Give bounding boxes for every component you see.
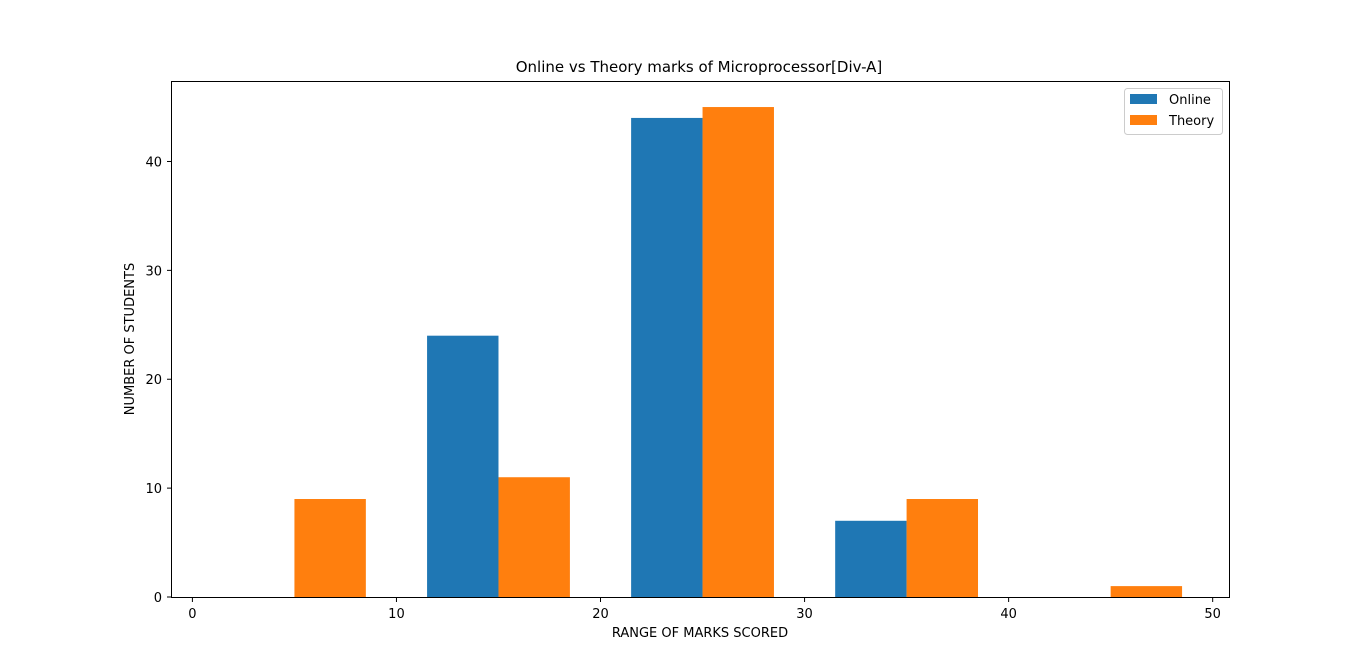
x-tick-label: 30 xyxy=(796,607,813,622)
y-tick-label: 40 xyxy=(145,155,162,170)
bar-theory-0 xyxy=(294,499,366,597)
y-axis-title: NUMBER OF STUDENTS xyxy=(123,263,138,415)
chart-title: Online vs Theory marks of Microprocessor… xyxy=(516,58,883,76)
bar-online-4 xyxy=(835,520,907,597)
x-tick-label: 10 xyxy=(388,607,405,622)
y-tick-label: 10 xyxy=(145,482,162,497)
legend-swatch-online xyxy=(1130,94,1157,104)
bar-theory-4 xyxy=(1110,586,1183,597)
legend: Online Theory xyxy=(1124,88,1223,135)
plot-frame xyxy=(171,81,1230,598)
bars-group xyxy=(294,107,1183,597)
y-tick-label: 20 xyxy=(145,373,162,388)
x-axis-title: RANGE OF MARKS SCORED xyxy=(612,626,788,641)
x-tick-label: 50 xyxy=(1204,607,1221,622)
y-ticks: 0 10 20 30 40 xyxy=(145,155,172,606)
x-tick-label: 20 xyxy=(592,607,609,622)
x-tick-label: 40 xyxy=(1000,607,1017,622)
legend-swatch-theory xyxy=(1130,115,1157,125)
bar-online-2 xyxy=(427,335,499,597)
legend-label-online: Online xyxy=(1169,93,1211,108)
y-tick-label: 0 xyxy=(154,591,162,606)
bar-theory-3 xyxy=(906,499,979,597)
legend-label-theory: Theory xyxy=(1168,114,1214,129)
x-ticks: 0 10 20 30 40 50 xyxy=(188,597,1221,622)
y-tick-label: 30 xyxy=(145,264,162,279)
bar-theory-2 xyxy=(702,107,774,597)
bar-theory-1 xyxy=(498,477,570,597)
bar-online-3 xyxy=(631,117,703,597)
x-tick-label: 0 xyxy=(188,607,196,622)
